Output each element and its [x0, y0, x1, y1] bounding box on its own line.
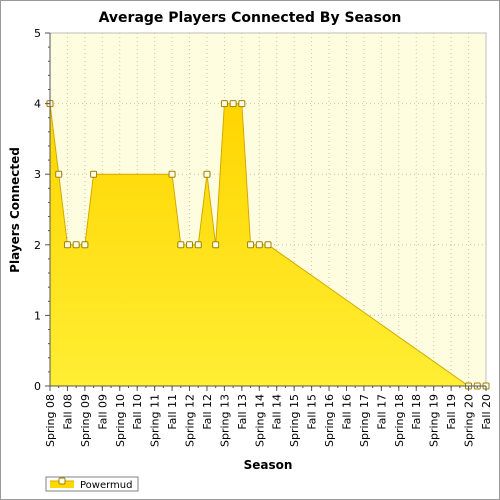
- x-tick-label: Spring 16: [323, 394, 336, 447]
- x-tick-label: Spring 14: [253, 394, 266, 447]
- x-tick-label: Spring 20: [463, 394, 476, 447]
- y-axis-title: Players Connected: [8, 147, 22, 273]
- x-tick-label: Spring 13: [218, 394, 231, 447]
- y-tick-label: 1: [34, 309, 41, 322]
- x-tick-label: Fall 08: [61, 394, 74, 430]
- x-tick-label: Fall 20: [480, 394, 493, 430]
- data-point: [194, 241, 202, 249]
- x-tick-label: Fall 16: [340, 394, 353, 430]
- data-point: [63, 241, 71, 249]
- legend: Powermud: [45, 476, 139, 492]
- x-tick-label: Fall 15: [306, 394, 319, 430]
- data-point: [55, 170, 63, 178]
- x-tick-label: Fall 12: [201, 394, 214, 430]
- x-tick-label: Fall 11: [166, 394, 179, 430]
- data-point: [168, 170, 176, 178]
- x-tick-label: Fall 14: [271, 394, 284, 430]
- legend-label: Powermud: [80, 480, 133, 491]
- y-tick-label: 0: [34, 380, 41, 393]
- x-tick-label: Spring 11: [149, 394, 162, 447]
- y-tick-label: 4: [34, 98, 41, 111]
- x-tick-label: Spring 12: [184, 394, 197, 447]
- x-tick-label: Spring 09: [79, 394, 92, 447]
- data-point: [229, 100, 237, 108]
- data-point: [81, 241, 89, 249]
- x-tick-label: Spring 18: [393, 394, 406, 447]
- data-point: [72, 241, 80, 249]
- x-tick-label: Spring 10: [114, 394, 127, 447]
- y-tick-label: 3: [34, 168, 41, 181]
- x-tick-label: Fall 13: [236, 394, 249, 430]
- data-point: [186, 241, 194, 249]
- data-point: [203, 170, 211, 178]
- x-tick-label: Fall 17: [375, 394, 388, 430]
- x-tick-label: Fall 18: [410, 394, 423, 430]
- data-point: [90, 170, 98, 178]
- chart-title: Average Players Connected By Season: [99, 10, 402, 26]
- data-point: [220, 100, 228, 108]
- data-point: [177, 241, 185, 249]
- x-tick-label: Fall 09: [96, 394, 109, 430]
- x-tick-label: Spring 19: [428, 394, 441, 447]
- data-point: [264, 241, 272, 249]
- data-point: [212, 241, 220, 249]
- x-ticks: Spring 08 Fall 08 Spring 09 Fall 09 Spring 1…: [44, 386, 493, 447]
- data-point: [238, 100, 246, 108]
- data-markers: [46, 100, 490, 390]
- x-tick-label: Spring 17: [358, 394, 371, 447]
- x-tick-label: Spring 15: [288, 394, 301, 447]
- x-tick-label: Fall 19: [445, 394, 458, 430]
- x-tick-label: Spring 08: [44, 394, 57, 447]
- y-ticks: 0 1 2 3 4 5: [34, 27, 50, 393]
- y-tick-label: 5: [34, 27, 41, 40]
- legend-marker: [58, 477, 66, 485]
- data-point: [247, 241, 255, 249]
- x-tick-label: Fall 10: [131, 394, 144, 430]
- x-axis-title: Season: [244, 458, 293, 472]
- data-point: [255, 241, 263, 249]
- y-tick-label: 2: [34, 239, 41, 252]
